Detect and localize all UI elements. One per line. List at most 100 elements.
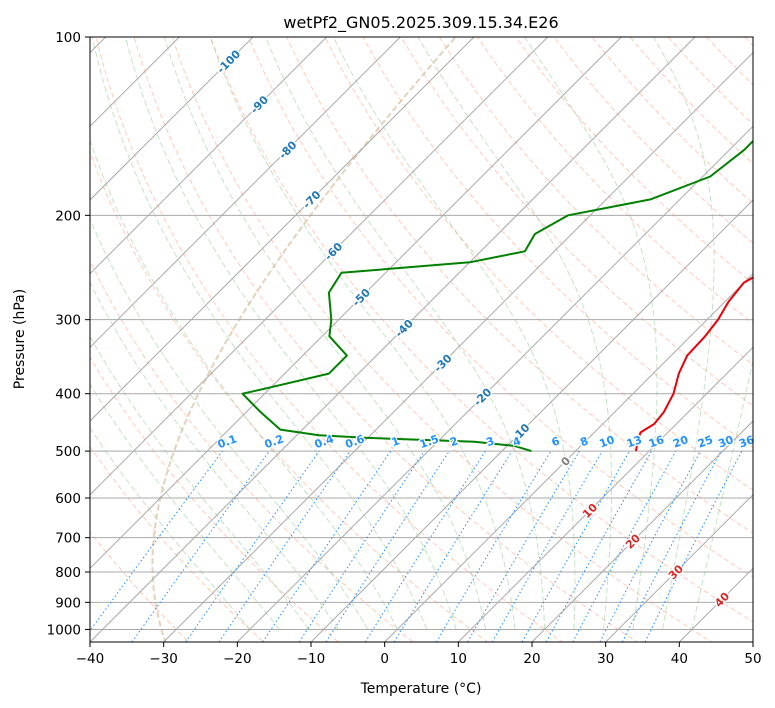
mixing-ratio-line xyxy=(644,450,743,642)
moist-adiabat-line xyxy=(332,37,576,630)
dry-adiabat-line xyxy=(95,37,564,642)
dry-adiabat-line xyxy=(515,37,753,284)
x-tick-label: −20 xyxy=(223,651,252,667)
x-tick-label: 40 xyxy=(671,651,688,667)
chart-title: wetPf2_GN05.2025.309.15.34.E26 xyxy=(283,13,558,33)
mixing-ratio-label: 10 xyxy=(598,433,617,451)
moist-adiabat-line xyxy=(265,37,546,630)
x-tick-label: −10 xyxy=(297,651,326,667)
isotherm-line xyxy=(90,37,549,496)
dry-adiabat-line xyxy=(133,37,638,642)
reference-curve xyxy=(151,37,457,642)
x-tick-label: −30 xyxy=(149,651,178,667)
moist-adiabat-line xyxy=(163,37,487,630)
mixing-ratio-line xyxy=(393,450,513,642)
mixing-ratio-line xyxy=(131,450,270,642)
y-tick-label: 700 xyxy=(55,531,81,547)
isotherm-line xyxy=(457,346,753,642)
isotherm-line xyxy=(752,641,753,642)
x-tick-label: 50 xyxy=(744,651,761,667)
mixing-ratio-line xyxy=(298,450,425,642)
mixing-ratio-line xyxy=(521,450,630,642)
moist-adiabat-line xyxy=(90,217,369,630)
x-tick-label: 30 xyxy=(597,651,614,667)
isotherm-line xyxy=(605,493,753,642)
mixing-ratio-line xyxy=(435,450,552,642)
mixing-ratio-line xyxy=(218,450,351,642)
y-tick-label: 900 xyxy=(55,595,81,611)
mixing-ratio-label: 30 xyxy=(716,433,735,451)
isotherm-label: -100 xyxy=(215,47,244,76)
dry-adiabat-line xyxy=(362,37,753,449)
dry-adiabat-line xyxy=(553,37,753,244)
mixing-ratio-label: 2 xyxy=(448,434,460,449)
moist-adiabat-line xyxy=(125,37,457,630)
mixing-ratio-line xyxy=(572,450,677,642)
mixing-ratio-label: 3 xyxy=(484,434,496,449)
y-tick-label: 1000 xyxy=(47,622,81,638)
dry-adiabat-line xyxy=(90,356,340,642)
dewpoint-profile-line xyxy=(241,139,753,453)
mixing-ratio-line xyxy=(90,450,223,632)
mixing-ratio-label: 0.6 xyxy=(344,432,367,451)
dry-adiabat-line xyxy=(476,37,753,325)
dry-adiabat-line xyxy=(286,37,753,534)
y-tick-label: 500 xyxy=(55,444,81,460)
mixing-ratio-line xyxy=(599,450,701,642)
mixing-ratio-label: 1.5 xyxy=(418,432,441,451)
isotherm-line xyxy=(90,37,254,201)
isotherm-line xyxy=(90,37,328,275)
data-series xyxy=(241,139,753,453)
mixing-ratio-label: 0.2 xyxy=(263,432,286,451)
mixing-ratio-line xyxy=(185,450,320,642)
moist-adiabat-line xyxy=(653,37,715,630)
moist-adiabat-line xyxy=(417,37,612,630)
mixing-ratio-label: 13 xyxy=(625,433,644,450)
isotherm-line xyxy=(678,567,753,642)
mixing-ratio-line xyxy=(467,450,580,642)
y-tick-label: 600 xyxy=(55,491,81,507)
isotherm-line xyxy=(384,272,753,642)
temperature-profile-line xyxy=(635,276,753,452)
dry-adiabat-line xyxy=(90,259,414,642)
isotherm-line xyxy=(236,125,753,642)
moist-adiabat-line xyxy=(90,138,398,630)
dry-adiabat-line xyxy=(248,37,753,578)
dry-adiabat-line xyxy=(324,37,753,491)
isotherm-line xyxy=(90,37,475,422)
moist-adiabat-line xyxy=(209,37,516,630)
isotherm-line xyxy=(90,37,401,349)
x-axis-label: Temperature (°C) xyxy=(360,681,482,697)
dry-adiabat-line xyxy=(667,37,753,125)
mixing-ratio-label: 16 xyxy=(647,433,666,451)
isotherm-line xyxy=(90,37,622,570)
y-tick-label: 100 xyxy=(55,30,81,46)
mixing-ratio-label: 20 xyxy=(671,433,690,451)
dry-adiabat-line xyxy=(400,37,753,407)
y-tick-label: 200 xyxy=(55,208,81,224)
mixing-ratio-label: 0.1 xyxy=(216,432,239,451)
mixing-ratio-label: 6 xyxy=(550,434,562,449)
y-tick-label: 400 xyxy=(55,387,81,403)
dry-adiabat-line xyxy=(629,37,753,165)
mixing-ratio-line xyxy=(262,450,392,642)
y-axis-label: Pressure (hPa) xyxy=(12,289,28,389)
dry-adiabat-line xyxy=(438,37,753,366)
dry-adiabat-line xyxy=(209,37,753,623)
isotherm-line xyxy=(531,420,753,642)
moist-adiabat-line xyxy=(90,427,251,630)
moist-adiabat-line xyxy=(524,37,658,630)
dry-adiabat-line xyxy=(743,37,753,47)
axis-ticks: −40 −30 −20 −10 0 10 20 30 40 5010020030040050060… xyxy=(47,30,762,667)
plot-frame xyxy=(89,36,754,643)
mixing-ratio-label: 25 xyxy=(696,433,715,450)
dry-adiabat-line xyxy=(90,150,489,642)
dry-adiabat-line xyxy=(90,445,265,642)
y-tick-label: 800 xyxy=(55,565,81,581)
x-tick-label: −40 xyxy=(76,651,105,667)
x-tick-label: 10 xyxy=(450,651,467,667)
dry-adiabat-line xyxy=(171,37,713,642)
x-tick-label: 20 xyxy=(523,651,540,667)
x-tick-label: 0 xyxy=(380,651,389,667)
